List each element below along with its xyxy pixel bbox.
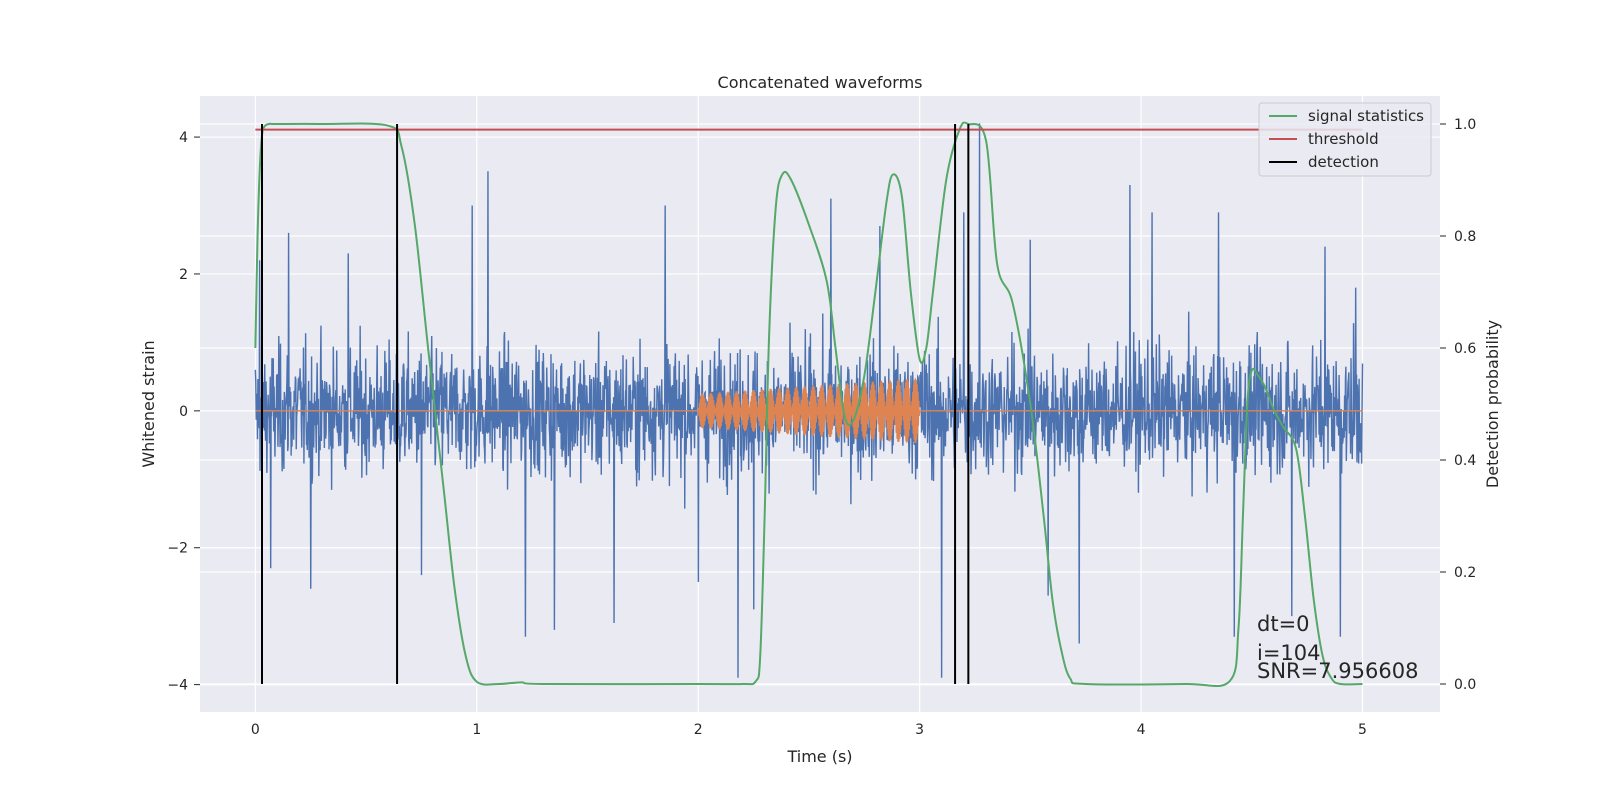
x-tick-label: 5 xyxy=(1358,722,1367,738)
x-tick-label: 3 xyxy=(915,722,924,738)
y2-tick-label: 0.2 xyxy=(1454,565,1476,581)
series-layer xyxy=(254,121,1364,688)
y2-tick-label: 0.8 xyxy=(1454,229,1476,245)
legend-label-threshold: threshold xyxy=(1308,130,1379,148)
injected-signal-line xyxy=(697,378,921,444)
y-tick-label: 4 xyxy=(179,130,188,146)
annotation-dt: dt=0 xyxy=(1257,612,1310,636)
y2-tick-label: 1.0 xyxy=(1454,117,1476,133)
annotation-snr: SNR=7.956608 xyxy=(1257,659,1418,683)
chart-title: Concatenated waveforms xyxy=(718,73,923,92)
y-tick-label: 2 xyxy=(179,267,188,283)
x-tick-label: 2 xyxy=(694,722,703,738)
y2-tick-label: 0.6 xyxy=(1454,341,1476,357)
x-tick-label: 0 xyxy=(251,722,260,738)
y-tick-label: −4 xyxy=(167,678,188,694)
y2-tick-label: 0.4 xyxy=(1454,453,1476,469)
legend-label-detection: detection xyxy=(1308,153,1379,171)
legend: signal statistics threshold detection xyxy=(1258,102,1432,177)
y-tick-label: −2 xyxy=(167,541,188,557)
annotation-i: i=104 xyxy=(1257,641,1321,665)
y2-tick-label: 0.0 xyxy=(1454,677,1476,693)
signal-statistics-line xyxy=(254,121,1363,688)
y2-ticks: 0.0 0.2 0.4 0.6 0.8 1.0 xyxy=(1440,117,1476,693)
y2-axis-label: Detection probability xyxy=(1483,320,1502,488)
x-axis-label: Time (s) xyxy=(786,747,852,766)
strain-noise-line xyxy=(254,123,1364,678)
annotation-block: dt=0 i=104 SNR=7.956608 xyxy=(1257,612,1418,683)
x-ticks: 0 1 2 3 4 5 xyxy=(251,722,1367,738)
legend-frame xyxy=(1258,102,1432,177)
y-axis-label: Whitened strain xyxy=(139,340,158,467)
y-tick-label: 0 xyxy=(179,404,188,420)
x-tick-label: 4 xyxy=(1137,722,1146,738)
y-ticks: −4 −2 0 2 4 xyxy=(167,130,200,694)
x-tick-label: 1 xyxy=(472,722,481,738)
legend-label-signal-statistics: signal statistics xyxy=(1308,107,1424,125)
